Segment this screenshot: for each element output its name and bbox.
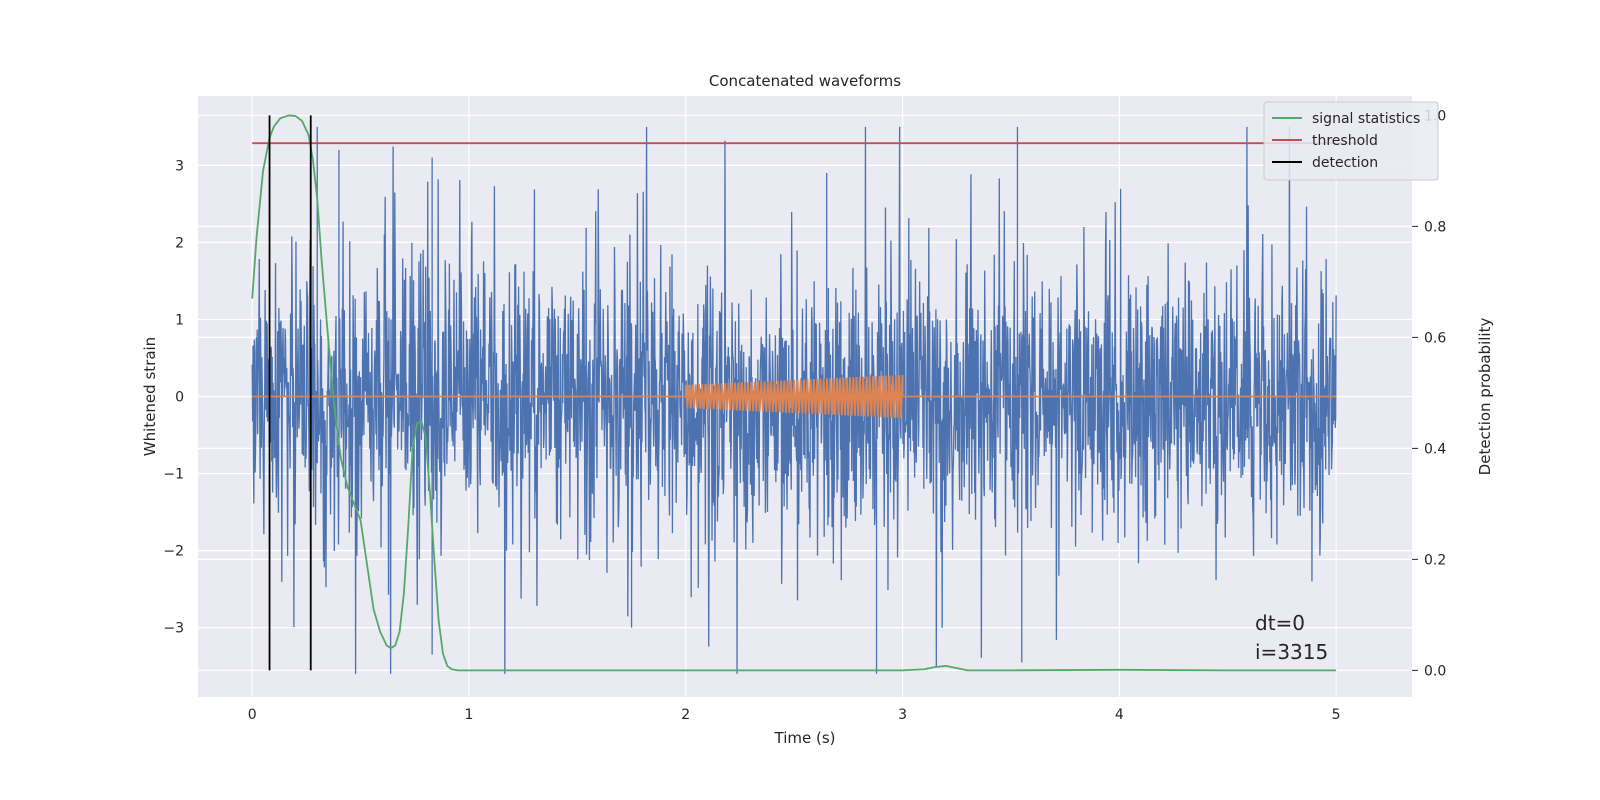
y-tick-label-4: 1 [175,312,184,328]
y2-tick-label-2: 0.4 [1424,441,1446,457]
series-layer [251,114,1358,674]
y2-tick-label-3: 0.6 [1424,330,1446,346]
y2-axis-label: Detection probability [1476,318,1494,476]
y-tick-label-2: −1 [163,467,184,483]
legend-label-threshold: threshold [1312,133,1378,149]
x-tick-label-5: 5 [1332,707,1341,723]
x-tick-label-1: 1 [465,707,474,723]
chirp-series-line [252,374,1337,419]
y2-tick-label-1: 0.2 [1424,552,1446,568]
chart-title: Concatenated waveforms [709,72,901,90]
x-axis-label: Time (s) [774,729,836,747]
signal-statistics-line [251,114,1337,672]
x-tick-label-3: 3 [898,707,907,723]
legend-label-detection: detection [1312,155,1378,171]
annotation-0: dt=0 [1255,611,1305,635]
noise-series-line [251,126,1337,674]
y-axis-label: Whitened strain [141,337,159,456]
annotation-1: i=3315 [1255,640,1328,664]
y-tick-label-3: 0 [175,390,184,406]
y-tick-label-1: −2 [163,544,184,560]
legend-label-signal-statistics: signal statistics [1312,111,1420,127]
y-tick-label-5: 2 [175,235,184,251]
legend: signal statistics threshold detection [1263,101,1439,181]
x-tick-label-2: 2 [681,707,690,723]
y-tick-label-0: −3 [163,621,184,637]
legend-box [1263,101,1439,181]
annotations: dt=0 i=3315 [1255,611,1328,664]
y2-tick-label-0: 0.0 [1424,663,1446,679]
x-tick-label-4: 4 [1115,707,1124,723]
x-tick-label-0: 0 [248,707,257,723]
y2-tick-label-4: 0.8 [1424,219,1446,235]
y-tick-label-6: 3 [175,158,184,174]
